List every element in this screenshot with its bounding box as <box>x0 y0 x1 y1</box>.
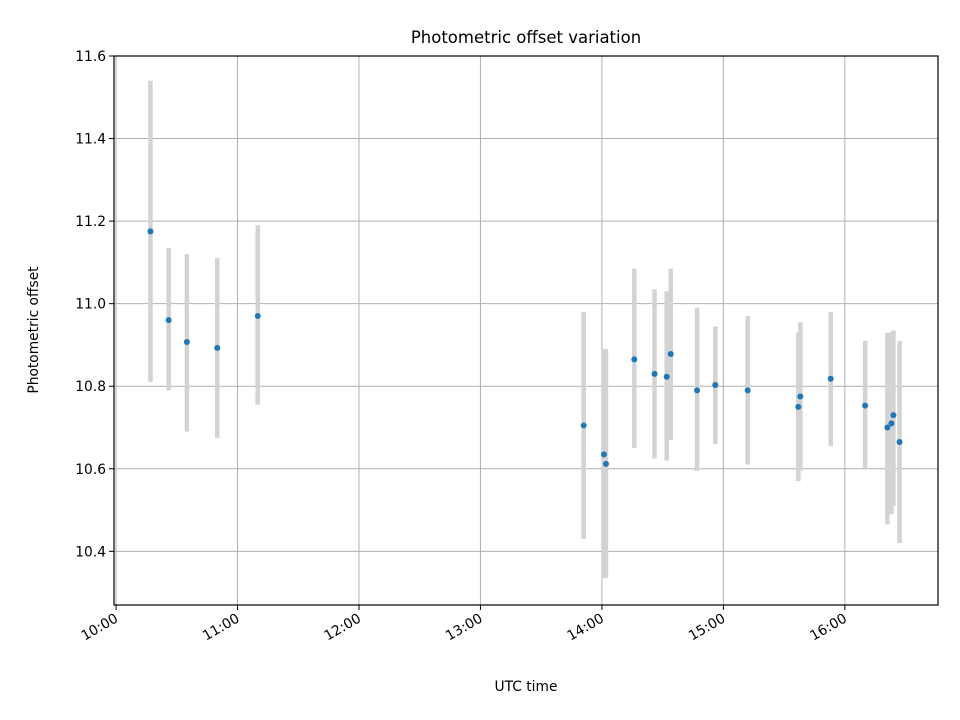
data-points <box>147 228 903 467</box>
data-point <box>884 424 891 431</box>
y-tick-label: 10.6 <box>75 462 106 478</box>
data-point <box>862 402 869 409</box>
data-point <box>602 460 609 467</box>
data-point <box>214 344 221 351</box>
grid <box>114 55 938 605</box>
data-point <box>667 351 674 358</box>
y-tick-label: 11.2 <box>75 214 106 230</box>
y-axis-label: Photometric offset <box>26 266 42 394</box>
data-point <box>651 370 658 377</box>
y-tick-label: 10.8 <box>75 379 106 395</box>
data-point <box>827 375 834 382</box>
data-point <box>580 422 587 429</box>
data-point <box>663 373 670 380</box>
data-point <box>165 317 172 324</box>
data-point <box>890 412 897 419</box>
data-point <box>631 356 638 363</box>
data-point <box>795 403 802 410</box>
data-point <box>694 387 701 394</box>
y-axis-ticks: 10.4 10.6 10.8 11.0 11.2 11.4 11.6 <box>75 49 114 560</box>
data-point <box>712 381 719 388</box>
chart-title: Photometric offset variation <box>411 28 641 47</box>
data-point <box>183 339 190 346</box>
data-point <box>744 387 751 394</box>
data-point <box>254 313 261 320</box>
plot-frame <box>113 55 939 606</box>
y-tick-label: 11.0 <box>75 297 106 313</box>
y-tick-label: 11.6 <box>75 49 106 65</box>
data-point <box>888 420 895 427</box>
x-axis-label: UTC time <box>495 679 558 695</box>
data-point <box>896 438 903 445</box>
data-point <box>797 393 804 400</box>
y-tick-label: 10.4 <box>75 544 106 560</box>
data-point <box>147 228 154 235</box>
data-point <box>600 451 607 458</box>
y-tick-label: 11.4 <box>75 132 106 148</box>
